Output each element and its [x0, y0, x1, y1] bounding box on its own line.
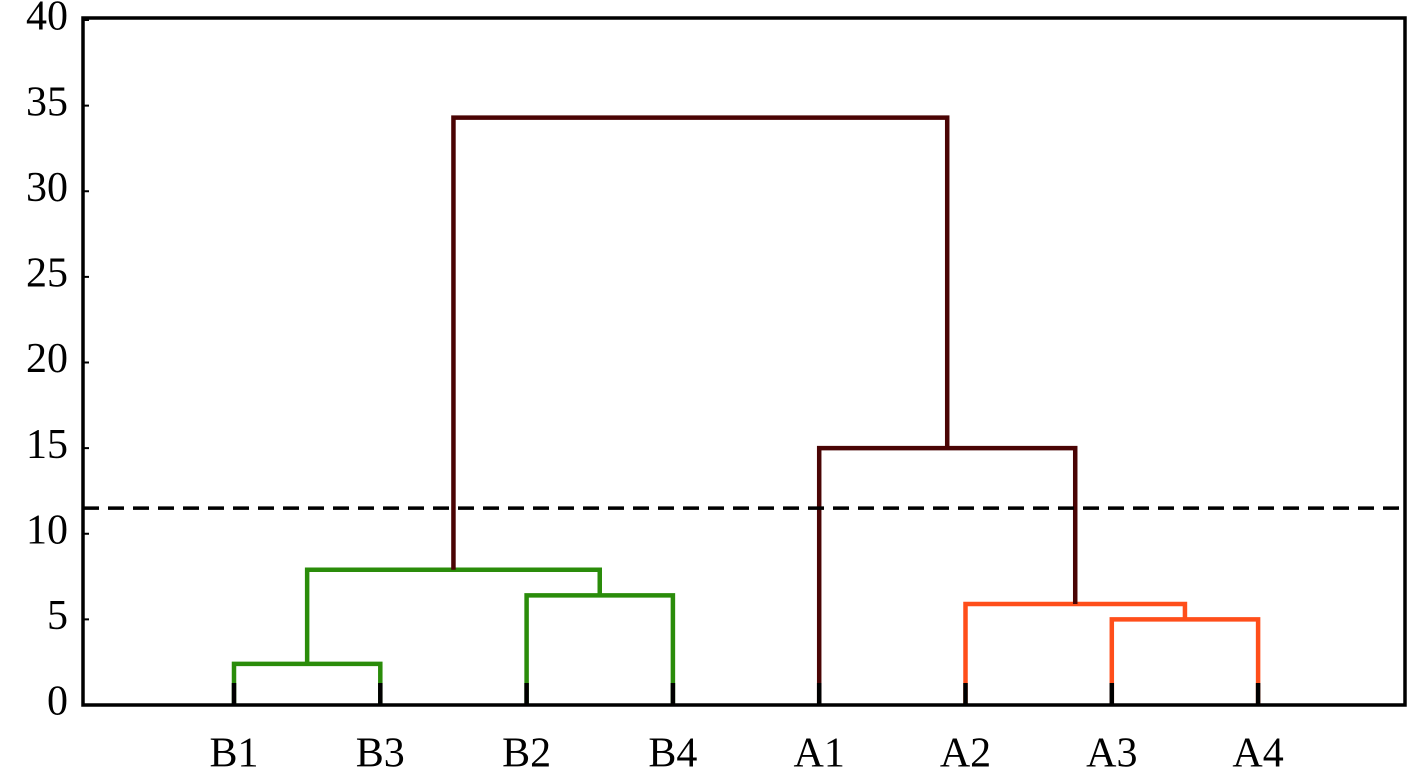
y-tick-label: 0 — [47, 679, 68, 725]
y-tick-label: 25 — [26, 251, 68, 297]
x-tick-label: B4 — [648, 731, 697, 773]
dendrogram-link — [1109, 617, 1261, 705]
x-tick-label: B1 — [209, 731, 258, 773]
y-tick-label: 10 — [26, 507, 68, 553]
x-tick-label: B2 — [502, 731, 551, 773]
dendrogram-link — [451, 115, 950, 570]
dendrogram-link — [231, 661, 383, 705]
dendrogram-link — [816, 445, 1078, 705]
x-tick-label: A4 — [1232, 731, 1283, 773]
y-tick-label: 35 — [26, 79, 68, 125]
x-tick-label: B3 — [356, 731, 405, 773]
x-tick-label: A3 — [1086, 731, 1137, 773]
y-tick-label: 20 — [26, 336, 68, 382]
plot-frame — [81, 16, 1407, 707]
y-tick-label: 30 — [26, 165, 68, 211]
y-tick-label: 5 — [47, 593, 68, 639]
y-tick-label: 15 — [26, 422, 68, 468]
dendrogram-link — [304, 567, 602, 664]
x-tick-label: A2 — [940, 731, 991, 773]
y-tick-label: 40 — [26, 0, 68, 40]
x-tick-label: A1 — [794, 731, 845, 773]
dendrogram-link — [963, 601, 1188, 705]
dendrogram-link — [524, 593, 676, 705]
